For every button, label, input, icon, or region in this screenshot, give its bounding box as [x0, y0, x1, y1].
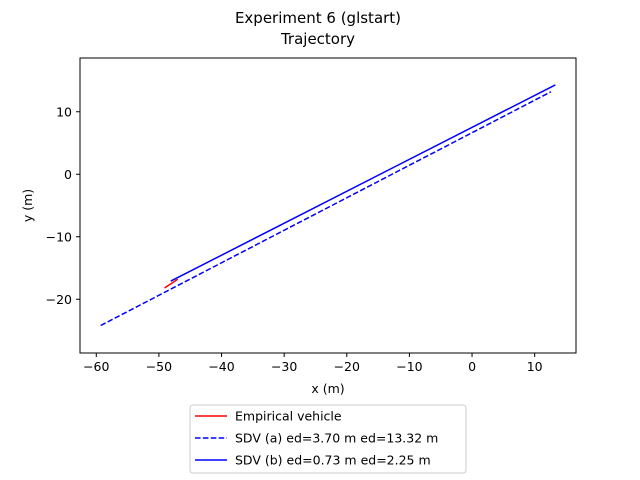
x-tick-label: −30 [271, 359, 297, 374]
y-tick-label: 10 [56, 104, 72, 119]
series-line [170, 84, 556, 282]
y-tick-label: 0 [64, 167, 72, 182]
plot-frame [79, 57, 577, 354]
legend-entry: SDV (a) ed=3.70 m ed=13.32 m [195, 431, 438, 446]
x-tick-label: −10 [396, 359, 422, 374]
chart-title: Experiment 6 (glstart) [235, 9, 401, 27]
x-tick-label: 0 [468, 359, 476, 374]
legend-label-sdv-b: SDV (b) ed=0.73 m ed=2.25 m [235, 453, 431, 468]
x-tick-label: −50 [146, 359, 172, 374]
series-line [164, 278, 179, 289]
x-tick-label: −60 [83, 359, 109, 374]
y-tick-label: −10 [46, 229, 72, 244]
legend-label-empirical: Empirical vehicle [235, 409, 342, 424]
y-axis-label: y (m) [20, 189, 35, 222]
x-axis-label: x (m) [311, 381, 344, 396]
x-tick-label: −20 [334, 359, 360, 374]
legend-entry: Empirical vehicle [195, 409, 342, 424]
legend-entry: SDV (b) ed=0.73 m ed=2.25 m [195, 453, 431, 468]
x-ticks: −60 −50 −40 −30 −20 −10 0 10 [83, 353, 543, 374]
x-tick-label: 10 [527, 359, 543, 374]
series-layer [100, 84, 556, 327]
y-ticks: −20 −10 0 10 [46, 104, 80, 307]
x-tick-label: −40 [208, 359, 234, 374]
legend: Empirical vehicle SDV (a) ed=3.70 m ed=1… [189, 404, 467, 474]
y-tick-label: −20 [46, 292, 72, 307]
series-line [100, 91, 552, 327]
legend-label-sdv-a: SDV (a) ed=3.70 m ed=13.32 m [235, 431, 438, 446]
legend-box [189, 404, 467, 474]
chart-subtitle: Trajectory [280, 30, 355, 48]
